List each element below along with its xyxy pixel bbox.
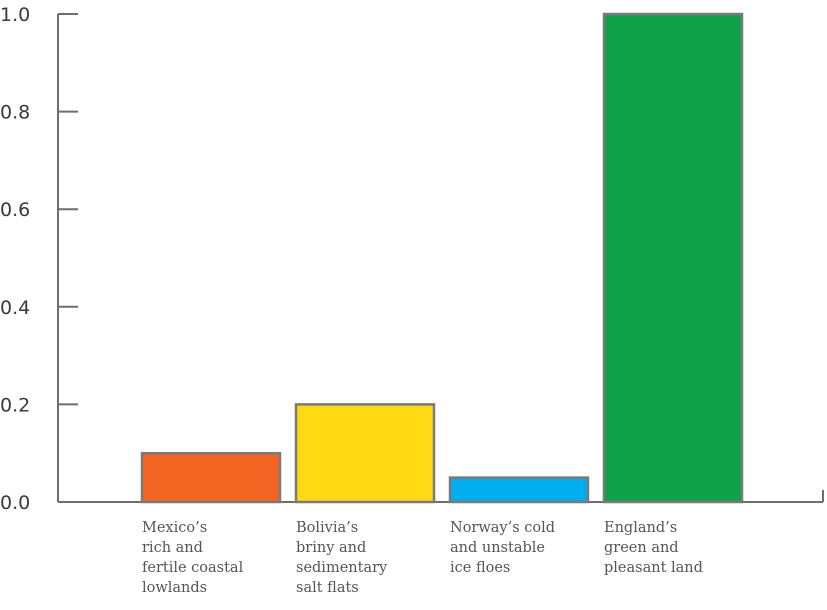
y-tick-label: 0.4 [0,297,30,319]
y-tick-label: 0.2 [0,394,30,416]
category-label: Bolivia’s briny and sedimentary salt flats [296,520,388,596]
bar [602,12,744,504]
category-labels: Mexico’s rich and fertile coastal lowlands B… [142,520,703,596]
y-tick-label: 0.8 [0,102,30,124]
bar [294,403,436,504]
bar [448,476,590,504]
category-label: England’s green and pleasant land [604,520,703,576]
bar [140,451,282,504]
y-axis: 0.0 0.2 0.4 0.6 0.8 1.0 [0,4,78,514]
y-tick-label: 0.6 [0,199,30,221]
category-label: Norway’s cold and unstable ice floes [450,520,555,576]
bars [140,12,744,504]
category-label: Mexico’s rich and fertile coastal lowlands [142,520,244,596]
y-tick-label: 0.0 [0,492,30,514]
y-tick-label: 1.0 [0,4,30,26]
